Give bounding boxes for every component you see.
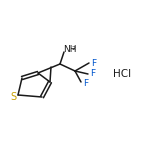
- Text: NH: NH: [63, 45, 76, 55]
- Text: F: F: [83, 79, 88, 88]
- Text: 2: 2: [72, 47, 76, 52]
- Text: F: F: [91, 59, 96, 67]
- Text: F: F: [90, 69, 95, 78]
- Text: S: S: [10, 92, 16, 102]
- Text: HCl: HCl: [113, 69, 131, 79]
